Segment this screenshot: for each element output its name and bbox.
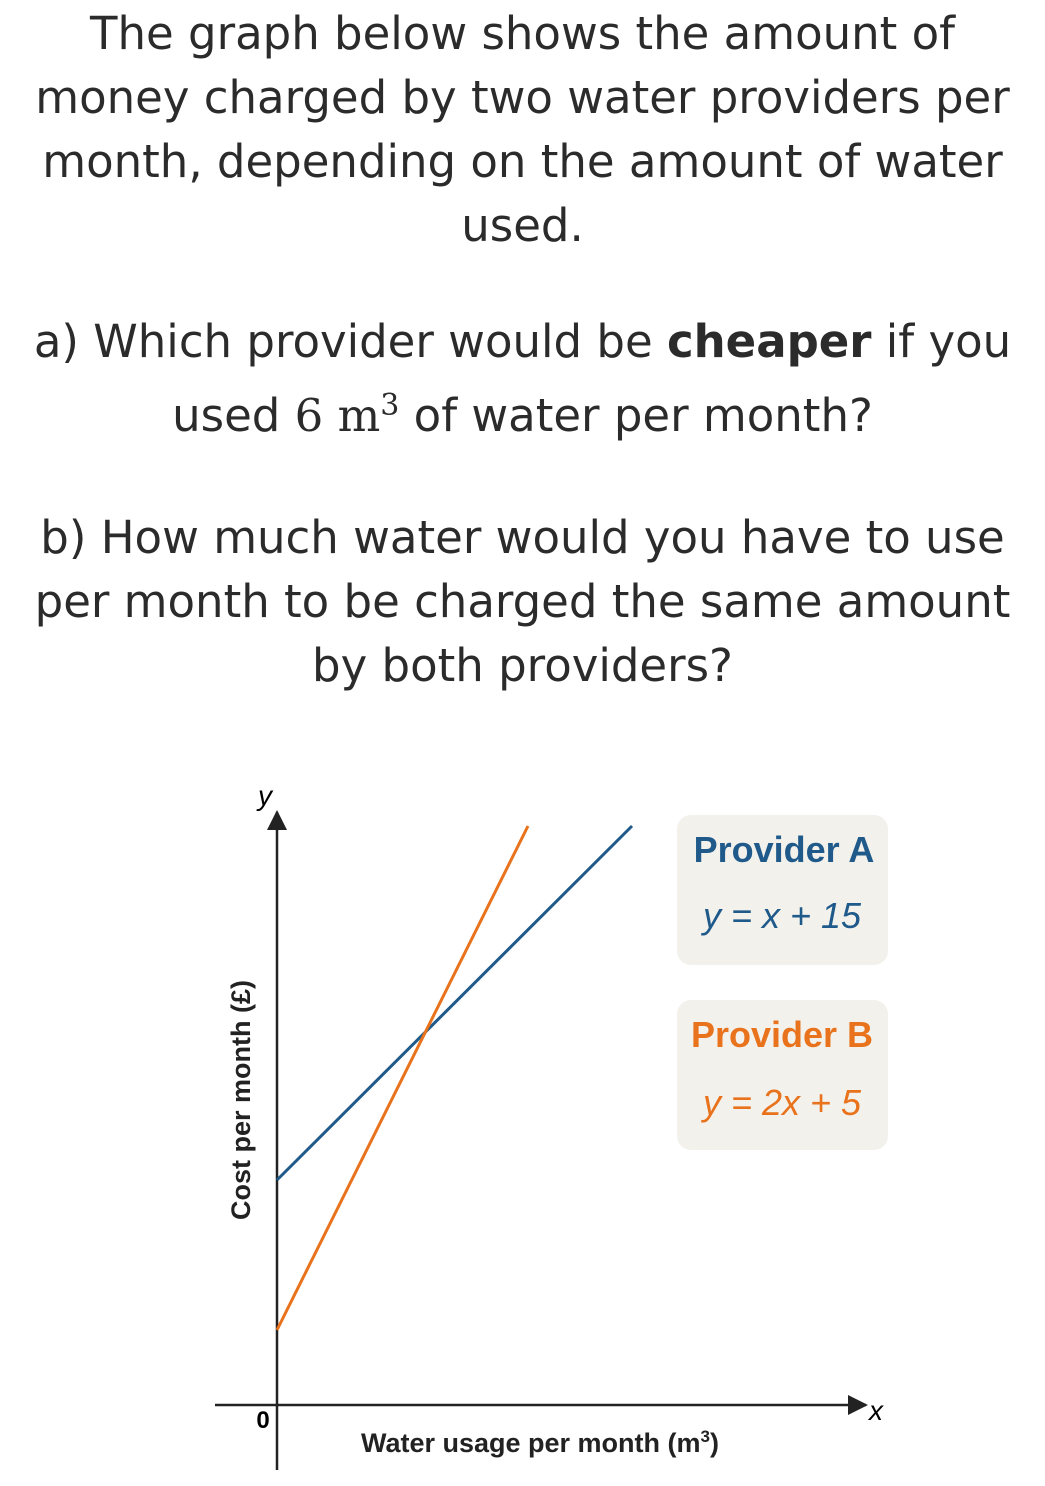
x-axis-title: Water usage per month (m3)	[361, 1427, 719, 1458]
provider-equation: y = 2x + 5	[700, 1082, 862, 1123]
text: Water usage per month (m	[361, 1428, 701, 1458]
part-b: b) How much water would you have to use …	[34, 511, 1011, 692]
math-sup: 3	[380, 388, 400, 423]
text: of water per month?	[399, 389, 873, 442]
provider-equation: y = x + 15	[700, 895, 862, 936]
sup: 3	[701, 1427, 710, 1446]
y-label: y	[256, 780, 274, 811]
legend-box	[677, 815, 888, 965]
provider-b-line	[275, 825, 530, 1331]
text: if you used	[172, 315, 1012, 442]
y-axis-title: Cost per month (£)	[226, 980, 256, 1220]
intro: The graph below shows the amount of mone…	[35, 7, 1010, 252]
text: )	[710, 1428, 719, 1458]
text: a) Which provider would be	[33, 315, 667, 368]
provider-a-line	[275, 824, 634, 1182]
legend-box	[677, 1000, 888, 1150]
provider-name: Provider A	[694, 829, 875, 870]
x-label: x	[867, 1395, 884, 1426]
origin: 0	[256, 1407, 269, 1434]
provider-name: Provider B	[691, 1014, 873, 1055]
emphasis: cheaper	[666, 315, 872, 368]
part-a: a) Which provider would be cheaper if yo…	[30, 310, 1015, 448]
math: 6 m	[294, 389, 381, 442]
